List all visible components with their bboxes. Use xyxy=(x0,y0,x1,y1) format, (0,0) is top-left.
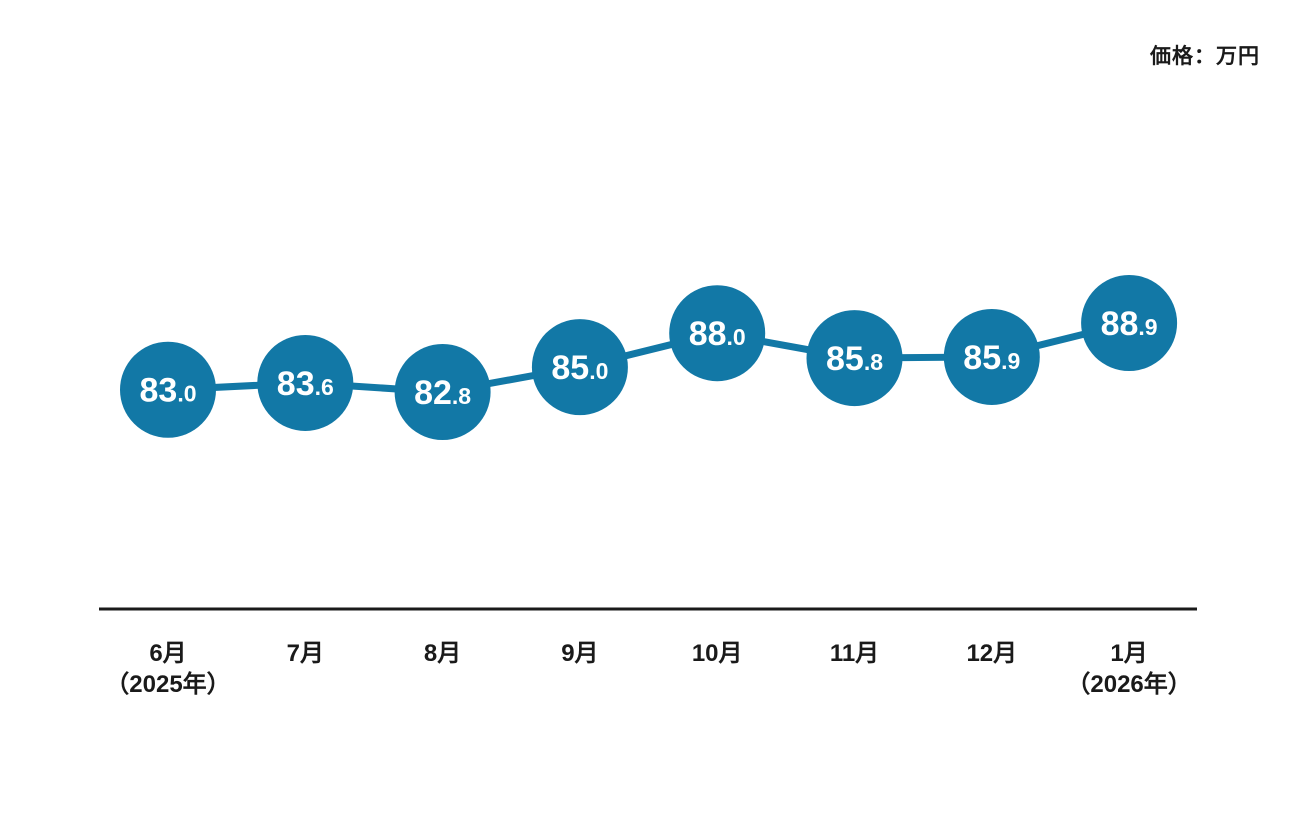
data-point-value: 85.0 xyxy=(551,349,608,387)
data-point-value: 85.9 xyxy=(963,339,1020,377)
x-axis-label: 11月 xyxy=(765,638,945,669)
x-axis-label: 7月 xyxy=(215,638,395,669)
x-axis-label: 10月 xyxy=(627,638,807,669)
x-axis-label-year: （2025年） xyxy=(105,671,231,698)
data-point-marker xyxy=(120,341,216,438)
x-axis-label-month: 10月 xyxy=(691,640,743,667)
data-point-marker xyxy=(943,308,1040,405)
data-point-marker xyxy=(806,310,903,407)
data-point-marker xyxy=(257,334,354,431)
data-point-marker xyxy=(394,344,491,440)
data-point-value: 83.6 xyxy=(277,365,334,403)
data-point-value: 85.8 xyxy=(826,340,883,378)
data-point-marker xyxy=(1081,275,1178,372)
x-axis-label-month: 7月 xyxy=(286,640,324,667)
data-point-marker xyxy=(531,319,628,416)
x-axis-label-month: 6月 xyxy=(149,640,187,667)
x-axis-label-month: 11月 xyxy=(829,640,880,667)
x-axis-label: 9月 xyxy=(490,638,670,669)
x-axis-label: 12月 xyxy=(902,638,1082,669)
x-axis-label-year: （2026年） xyxy=(1066,671,1192,698)
data-point-value: 88.0 xyxy=(689,315,746,353)
x-axis-label-month: 8月 xyxy=(423,640,462,667)
data-point-marker xyxy=(669,285,766,382)
x-axis-label-month: 1月 xyxy=(1110,640,1148,667)
x-axis-label: 8月 xyxy=(353,638,533,669)
data-point-value: 88.9 xyxy=(1101,305,1158,343)
unit-label: 価格：万円 xyxy=(1150,45,1260,68)
x-axis-label-month: 9月 xyxy=(561,640,599,667)
x-axis-label: 1月 （2026年） xyxy=(1039,638,1219,700)
x-axis-label: 6月 （2025年） xyxy=(78,638,258,700)
data-point-group: 83.0 83.6 82.8 85.0 88.0 85.8 85.9 88.9 xyxy=(120,275,1178,440)
data-point-value: 83.0 xyxy=(139,372,196,410)
x-axis-label-month: 12月 xyxy=(966,640,1018,667)
data-point-value: 82.8 xyxy=(414,374,471,412)
